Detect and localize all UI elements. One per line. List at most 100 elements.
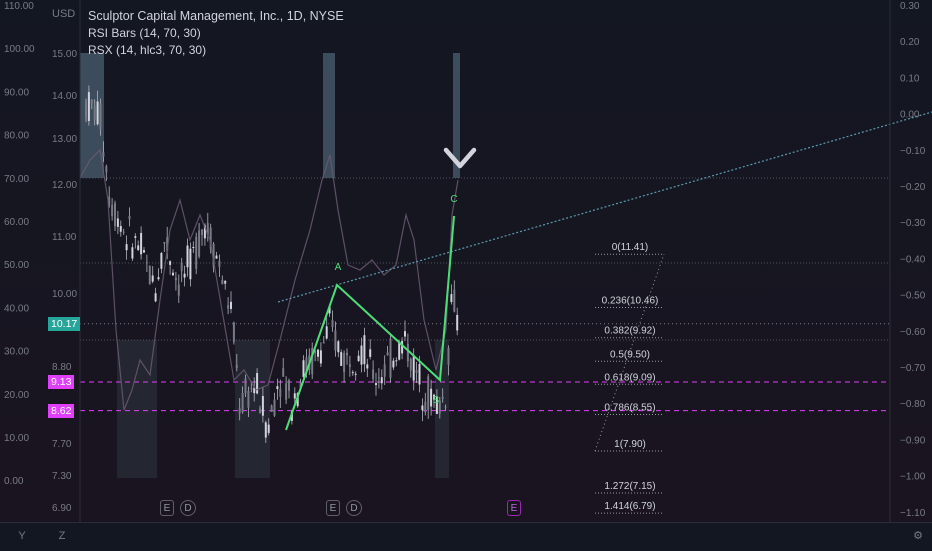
candle-body	[195, 236, 198, 269]
price-tag: 10.17	[48, 316, 81, 331]
candle-body	[247, 391, 250, 408]
rsi-band	[323, 53, 335, 178]
candle-body	[441, 396, 444, 399]
candle-body	[250, 388, 253, 390]
candle-body	[293, 393, 296, 399]
candle-body	[357, 355, 360, 362]
price-axis-label: 11.00	[52, 232, 77, 243]
right-axis-label: −0.50	[900, 291, 926, 302]
y-axis-button[interactable]: Y	[18, 530, 26, 542]
candle-body	[279, 389, 282, 397]
fib-level-label: 0.786(8.55)	[604, 403, 655, 414]
candle-body	[404, 331, 406, 337]
fib-level-label: 1.414(6.79)	[604, 501, 655, 512]
price-axis-label: 10.00	[52, 289, 77, 300]
candle-body	[180, 263, 183, 272]
candle-body	[383, 364, 386, 377]
fib-level-label: 1.272(7.15)	[604, 481, 655, 492]
candle-body	[302, 360, 305, 377]
currency-label: USD	[52, 8, 76, 20]
candle-body	[134, 236, 137, 238]
dividend-event-icon[interactable]: D	[346, 500, 362, 516]
right-axis-label: −0.20	[900, 182, 926, 193]
left-axis-label: 10.00	[4, 433, 29, 444]
candle-body	[435, 396, 438, 414]
price-tag: 8.62	[48, 403, 75, 418]
candle-body	[114, 203, 116, 226]
left-axis-label: 110.00	[4, 1, 34, 12]
candle-body	[270, 405, 273, 413]
right-axis-label: −1.00	[900, 472, 926, 483]
right-axis-label: −1.10	[900, 508, 926, 519]
price-tag: 9.13	[48, 375, 75, 389]
candle-body	[363, 335, 366, 365]
symbol-title[interactable]: Sculptor Capital Management, Inc., 1D, N…	[88, 9, 344, 23]
settings-icon[interactable]: ⚙	[913, 530, 923, 542]
candle-body	[137, 245, 140, 251]
candle-body	[299, 382, 302, 388]
right-axis-label: 0.10	[900, 73, 920, 84]
rsi-band	[435, 340, 449, 478]
earnings-event-icon[interactable]: E	[507, 500, 521, 516]
candle-body	[314, 350, 317, 353]
candle-body	[288, 380, 290, 391]
indicator-rsx[interactable]: RSX (14, hlc3, 70, 30)	[88, 43, 207, 57]
candle-body	[125, 244, 128, 251]
pattern-label-b: B	[433, 395, 440, 406]
candle-body	[424, 401, 427, 413]
abc-pattern-line	[285, 215, 455, 431]
candle-body	[189, 248, 192, 280]
price-axis-label: 13.00	[52, 134, 77, 145]
candle-body	[319, 350, 322, 364]
candle-body	[198, 230, 201, 257]
candle-body	[340, 352, 343, 366]
candle-body	[93, 105, 96, 120]
candle-body	[331, 320, 334, 328]
dividend-event-icon[interactable]: D	[180, 500, 196, 516]
candle-body	[206, 223, 209, 235]
earnings-event-icon[interactable]: E	[326, 500, 340, 516]
price-axis-label: 14.00	[52, 91, 77, 102]
candle-body	[453, 289, 456, 312]
left-axis-label: 70.00	[4, 174, 29, 185]
candle-body	[169, 261, 172, 265]
zoom-button[interactable]: Z	[58, 530, 66, 542]
left-axis-label: 0.00	[4, 476, 24, 487]
candle-body	[224, 280, 227, 284]
candle-body	[398, 341, 401, 360]
candle-body	[102, 152, 105, 157]
left-axis-label: 90.00	[4, 87, 29, 98]
fib-level-label: 0.236(10.46)	[602, 295, 659, 306]
candle-body	[412, 356, 415, 381]
candle-body	[253, 387, 256, 394]
candle-body	[433, 394, 435, 400]
candle-body	[311, 348, 314, 375]
candle-body	[366, 364, 369, 369]
candle-body	[444, 406, 447, 408]
candle-body	[305, 357, 308, 373]
candle-body	[230, 301, 232, 309]
candle-body	[377, 377, 380, 379]
candle-body	[351, 372, 354, 374]
candle-body	[177, 284, 180, 296]
candle-body	[151, 275, 154, 282]
candle-body	[438, 400, 441, 414]
candle-body	[227, 305, 230, 309]
candle-body	[140, 232, 143, 255]
rsi-band	[453, 53, 460, 178]
candle-body	[148, 265, 151, 284]
left-axis-label: 30.00	[4, 347, 29, 358]
candle-body	[369, 349, 372, 357]
candle-body	[421, 405, 424, 411]
candle-body	[456, 314, 459, 331]
candle-body	[447, 347, 450, 365]
candle-body	[166, 237, 169, 252]
candle-body	[160, 252, 163, 269]
candle-body	[360, 345, 363, 365]
right-axis-label: −0.90	[900, 435, 926, 446]
candle-body	[186, 245, 189, 268]
earnings-event-icon[interactable]: E	[160, 500, 174, 516]
indicator-rsi-bars[interactable]: RSI Bars (14, 70, 30)	[88, 26, 201, 40]
fib-level-label: 0.382(9.92)	[604, 326, 655, 337]
